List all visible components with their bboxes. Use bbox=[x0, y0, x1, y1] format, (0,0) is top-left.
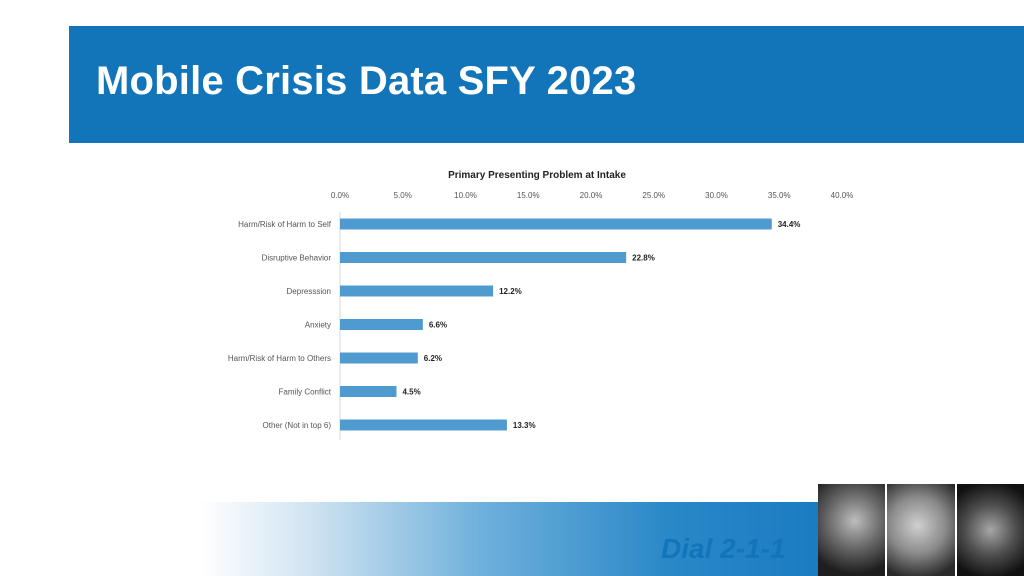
bar bbox=[340, 352, 418, 364]
x-tick-label: 30.0% bbox=[705, 191, 728, 200]
footer-text: Dial 2-1-1 bbox=[661, 533, 786, 564]
footer-band bbox=[200, 502, 824, 576]
category-label: Depresssion bbox=[287, 287, 331, 296]
photo-collage-icon bbox=[818, 484, 1024, 576]
x-tick-label: 35.0% bbox=[768, 191, 791, 200]
x-tick-label: 5.0% bbox=[394, 191, 412, 200]
x-tick-label: 40.0% bbox=[831, 191, 854, 200]
chart-title: Primary Presenting Problem at Intake bbox=[448, 170, 626, 181]
bar bbox=[340, 285, 494, 297]
slide-title: Mobile Crisis Data SFY 2023 bbox=[96, 59, 637, 103]
x-tick-label: 25.0% bbox=[642, 191, 665, 200]
photo-2 bbox=[887, 484, 955, 576]
bar bbox=[340, 319, 423, 330]
bar bbox=[340, 218, 772, 230]
category-label: Family Conflict bbox=[279, 388, 332, 397]
data-label: 22.8% bbox=[632, 254, 655, 263]
bar bbox=[340, 386, 397, 397]
category-label: Harm/Risk of Harm to Self bbox=[238, 220, 332, 229]
data-label: 13.3% bbox=[513, 421, 536, 430]
category-label: Disruptive Behavior bbox=[262, 254, 332, 263]
photo-3 bbox=[956, 484, 1024, 576]
photo-1 bbox=[818, 484, 886, 576]
title-bar: Mobile Crisis Data SFY 2023 bbox=[69, 26, 1024, 143]
bar bbox=[340, 419, 507, 431]
x-tick-label: 20.0% bbox=[580, 191, 603, 200]
x-tick-label: 0.0% bbox=[331, 191, 349, 200]
x-tick-label: 10.0% bbox=[454, 191, 477, 200]
category-label: Anxiety bbox=[305, 321, 331, 330]
data-label: 6.6% bbox=[429, 321, 447, 330]
category-label: Other (Not in top 6) bbox=[263, 421, 332, 430]
bar bbox=[340, 252, 627, 263]
data-label: 12.2% bbox=[499, 287, 522, 296]
x-tick-label: 15.0% bbox=[517, 191, 540, 200]
data-label: 34.4% bbox=[778, 220, 801, 229]
data-label: 4.5% bbox=[402, 388, 420, 397]
category-label: Harm/Risk of Harm to Others bbox=[228, 354, 331, 363]
data-label: 6.2% bbox=[424, 354, 442, 363]
